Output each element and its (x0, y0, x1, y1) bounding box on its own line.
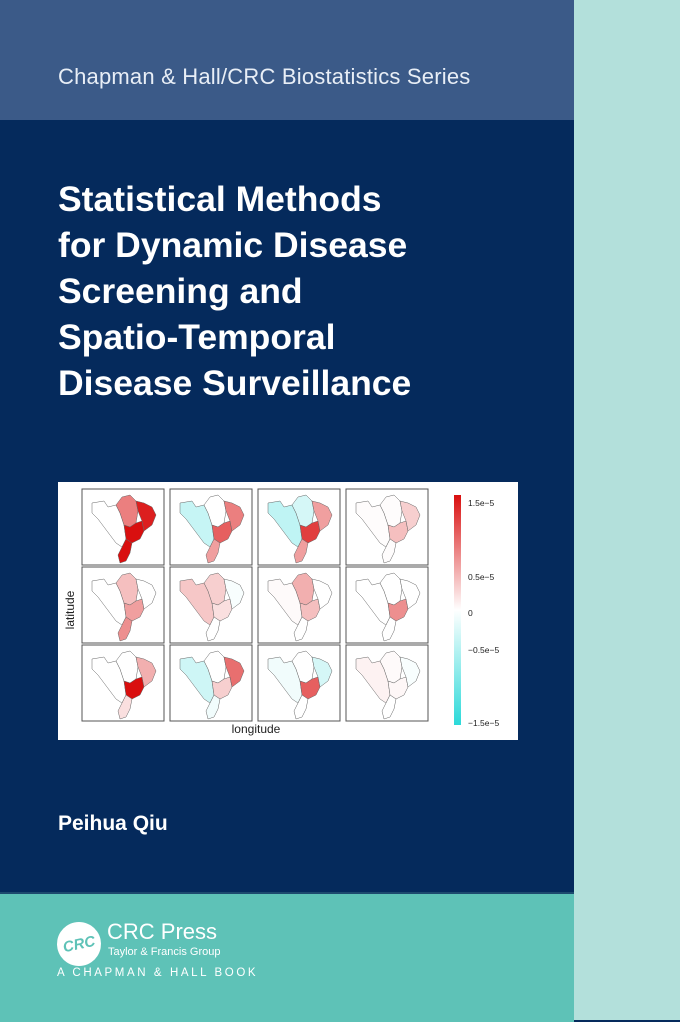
map-region-south (117, 694, 133, 720)
map-region-south (293, 538, 309, 564)
map-region-east (135, 500, 157, 532)
map-region-north (115, 572, 139, 606)
map-region-east (311, 500, 333, 532)
map-region-south (293, 616, 309, 642)
map-region-center (387, 676, 409, 700)
map-region-center (299, 598, 321, 622)
map-region-east (311, 578, 333, 610)
map-region-south (381, 538, 397, 564)
map-region-north (203, 494, 227, 528)
map-region-center (123, 676, 145, 700)
map-region-center (387, 520, 409, 544)
map-region-center (211, 598, 233, 622)
map-region-south (117, 538, 133, 564)
map-region-center (123, 598, 145, 622)
cover-figure: latitude longitude 1.5e−5 0.5e−5 0 −0.5e… (58, 482, 518, 740)
map-region-center (211, 520, 233, 544)
map-region-south (205, 538, 221, 564)
map-region-center (387, 598, 409, 622)
map-region-east (399, 656, 421, 688)
map-region-east (135, 656, 157, 688)
map-region-south (381, 694, 397, 720)
title-line: Screening and (58, 271, 303, 311)
map-panel (81, 488, 165, 566)
publisher-band: CRC CRC Press Taylor & Francis Group A C… (0, 892, 574, 1022)
x-axis-label: longitude (232, 722, 281, 736)
map-region-east (223, 578, 245, 610)
title-line: Spatio-Temporal (58, 317, 336, 357)
colorbar-tick: 0 (468, 608, 473, 618)
map-region-north (203, 572, 227, 606)
map-region-east (399, 578, 421, 610)
map-panel (345, 566, 429, 644)
map-grid: latitude longitude 1.5e−5 0.5e−5 0 −0.5e… (63, 488, 499, 736)
author: Peihua Qiu (58, 812, 168, 835)
map-panel (169, 644, 253, 722)
colorbar-tick: 0.5e−5 (468, 572, 495, 582)
map-region-center (211, 676, 233, 700)
map-region-north (203, 650, 227, 684)
map-panel (169, 488, 253, 566)
colorbar-tick: −0.5e−5 (468, 645, 499, 655)
map-region-center (123, 520, 145, 544)
map-region-south (205, 694, 221, 720)
publisher-group: Taylor & Francis Group (108, 946, 221, 958)
map-region-north (115, 650, 139, 684)
map-region-east (399, 500, 421, 532)
map-region-north (115, 494, 139, 528)
map-panel (169, 566, 253, 644)
title-line: Statistical Methods (58, 179, 382, 219)
title-line: Disease Surveillance (58, 363, 412, 403)
map-region-east (223, 500, 245, 532)
colorbar (454, 495, 461, 725)
map-region-north (379, 572, 403, 606)
colorbar-tick: 1.5e−5 (468, 498, 495, 508)
map-panel (257, 488, 341, 566)
colorbar-tick: −1.5e−5 (468, 718, 499, 728)
crc-logo: CRC (52, 917, 106, 971)
map-panel (81, 644, 165, 722)
map-panel (345, 644, 429, 722)
map-region-north (291, 650, 315, 684)
map-region-east (223, 656, 245, 688)
map-panel (257, 566, 341, 644)
map-region-north (379, 494, 403, 528)
map-region-north (291, 572, 315, 606)
book-title: Statistical Methods for Dynamic Disease … (58, 176, 558, 406)
map-panel (345, 488, 429, 566)
imprint: A CHAPMAN & HALL BOOK (57, 967, 259, 979)
book-spine (574, 0, 680, 1020)
map-panel (81, 566, 165, 644)
publisher-name: CRC Press (107, 919, 218, 944)
map-panel (257, 644, 341, 722)
map-region-north (291, 494, 315, 528)
map-region-south (381, 616, 397, 642)
map-region-east (135, 578, 157, 610)
y-axis-label: latitude (63, 590, 77, 629)
map-region-north (379, 650, 403, 684)
series-name: Chapman & Hall/CRC Biostatistics Series (58, 64, 471, 89)
map-region-south (205, 616, 221, 642)
title-line: for Dynamic Disease (58, 225, 408, 265)
map-region-south (117, 616, 133, 642)
map-region-east (311, 656, 333, 688)
map-region-center (299, 676, 321, 700)
series-band: Chapman & Hall/CRC Biostatistics Series (0, 0, 574, 120)
map-region-south (293, 694, 309, 720)
map-region-center (299, 520, 321, 544)
